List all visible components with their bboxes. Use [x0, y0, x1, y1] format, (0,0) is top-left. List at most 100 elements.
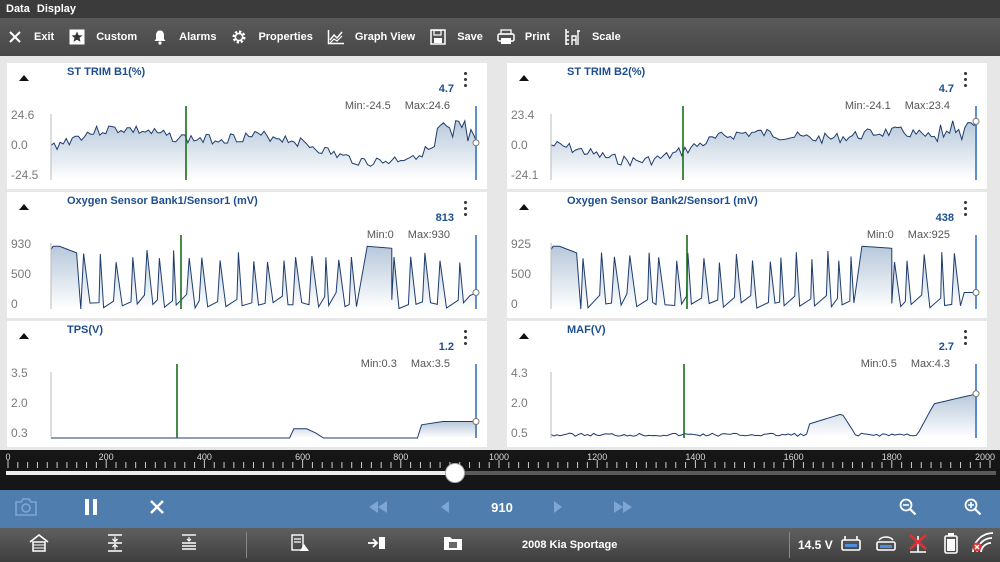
list-button[interactable]: [178, 533, 200, 557]
cursor-handle[interactable]: [472, 139, 480, 147]
graph-trace: [550, 120, 978, 167]
collapse-arrow-icon[interactable]: [519, 75, 529, 81]
graph-current-value: 4.7: [938, 83, 954, 95]
cursor-handle[interactable]: [972, 117, 980, 125]
y-axis-mid: 2.0: [511, 396, 528, 410]
step-forward-icon: [553, 500, 563, 518]
graph-trace: [50, 245, 478, 310]
more-options-icon[interactable]: [464, 201, 468, 217]
graph-max: Max:930: [407, 229, 450, 241]
graph-title: ST TRIM B2(%): [567, 66, 646, 78]
timeline[interactable]: 0 200 400 600 800 1000 1200 1400 1600 1800 2000: [0, 450, 1000, 490]
graph-title: Oxygen Sensor Bank2/Sensor1 (mV): [567, 195, 758, 207]
folder-button[interactable]: [442, 534, 464, 556]
graph-panel: ST TRIM B2(%) 4.7 Min:-24.1 Max:23.4 23.…: [507, 63, 987, 189]
graph-icon: [327, 28, 345, 46]
y-axis-min: 0.5: [511, 426, 528, 440]
step-back-button[interactable]: [434, 498, 456, 520]
bell-icon: [151, 28, 169, 46]
frame-counter: 910: [491, 500, 513, 515]
gear-icon: [230, 28, 248, 46]
more-options-icon[interactable]: [464, 72, 468, 88]
collapse-arrow-icon[interactable]: [519, 204, 529, 210]
cursor-handle[interactable]: [972, 390, 980, 398]
graph-plot[interactable]: [50, 106, 480, 180]
exit-label: Exit: [34, 31, 55, 43]
vehicle-data-button[interactable]: [290, 533, 312, 556]
graph-current-value: 4.7: [438, 83, 454, 95]
graph-plot[interactable]: [50, 364, 480, 439]
timeline-label: 200: [98, 452, 114, 462]
graph-max: Max:925: [907, 229, 950, 241]
custom-button[interactable]: Custom: [62, 18, 145, 56]
graph-current-value: 438: [935, 212, 954, 224]
timeline-slider-thumb[interactable]: [444, 463, 465, 483]
stop-button[interactable]: [146, 498, 168, 520]
graph-panel: Oxygen Sensor Bank1/Sensor1 (mV) 813 Min…: [7, 192, 487, 318]
graph-plot[interactable]: [550, 106, 980, 180]
graph-area: [551, 120, 977, 180]
save-label: Save: [457, 31, 483, 43]
cursor-handle[interactable]: [972, 289, 980, 296]
graph-title: Oxygen Sensor Bank1/Sensor1 (mV): [67, 195, 258, 207]
collapse-arrow-icon[interactable]: [519, 333, 529, 339]
more-options-icon[interactable]: [964, 72, 968, 88]
step-forward-button[interactable]: [547, 498, 569, 520]
properties-label: Properties: [258, 31, 313, 43]
graph-plot[interactable]: [550, 364, 980, 438]
vci-indicator: [875, 534, 897, 556]
cursor-handle[interactable]: [472, 418, 480, 425]
graph-min: Min:0: [866, 229, 894, 241]
graph-plot[interactable]: [50, 235, 480, 310]
y-axis-min: 0: [511, 297, 518, 311]
save-button[interactable]: Save: [423, 18, 491, 56]
graph-plot[interactable]: [550, 235, 980, 310]
close-icon: [6, 28, 24, 46]
collapse-arrow-icon[interactable]: [19, 333, 29, 339]
star-icon: [68, 28, 86, 46]
graph-trace: [50, 119, 478, 167]
rewind-button[interactable]: [367, 498, 389, 520]
connect-button[interactable]: [366, 534, 388, 556]
status-bar: 2008 Kia Sportage 14.5 V: [0, 528, 1000, 562]
playback-bar: 910: [0, 490, 1000, 528]
graph-panel: TPS(V) 1.2 Min:0.3 Max:3.5 3.5 2.0 0.3: [7, 321, 487, 447]
y-axis-max: 4.3: [511, 366, 528, 380]
exit-button[interactable]: Exit: [0, 18, 62, 56]
properties-button[interactable]: Properties: [224, 18, 320, 56]
graph-min-max: Min:0.3 Max:3.5: [361, 358, 450, 370]
more-options-icon[interactable]: [964, 330, 968, 346]
timeline-label: 1400: [685, 452, 706, 462]
collapse-arrow-icon[interactable]: [19, 204, 29, 210]
collapse-button[interactable]: [104, 533, 126, 556]
print-button[interactable]: Print: [491, 18, 558, 56]
camera-button[interactable]: [15, 497, 37, 521]
camera-icon: [15, 497, 37, 521]
zoom-out-button[interactable]: [897, 498, 919, 520]
zoom-out-icon: [899, 498, 917, 521]
fast-forward-button[interactable]: [612, 498, 634, 520]
collapse-arrow-icon[interactable]: [19, 75, 29, 81]
connect-icon: [367, 535, 387, 556]
graph-title: ST TRIM B1(%): [67, 66, 146, 78]
list-icon: [180, 533, 198, 557]
graph-area: [551, 246, 977, 309]
more-options-icon[interactable]: [964, 201, 968, 217]
more-options-icon[interactable]: [464, 330, 468, 346]
graph-min-max: Min:0 Max:925: [867, 229, 950, 241]
graph-current-value: 1.2: [438, 341, 454, 353]
battery-connector-indicator: [840, 534, 862, 556]
timeline-progress: [6, 471, 455, 475]
home-button[interactable]: [28, 533, 50, 556]
step-back-icon: [440, 500, 450, 518]
scale-button[interactable]: Scale: [558, 18, 629, 56]
alarms-button[interactable]: Alarms: [145, 18, 224, 56]
timeline-label: 1200: [587, 452, 608, 462]
zoom-in-button[interactable]: [962, 498, 984, 520]
graph-min: Min:-24.5: [344, 100, 391, 112]
cursor-handle[interactable]: [472, 289, 480, 296]
battery-connector-icon: [840, 534, 862, 557]
graph-view-button[interactable]: Graph View: [321, 18, 423, 56]
pause-button[interactable]: [80, 498, 102, 520]
graph-max: Max:4.3: [910, 358, 950, 370]
